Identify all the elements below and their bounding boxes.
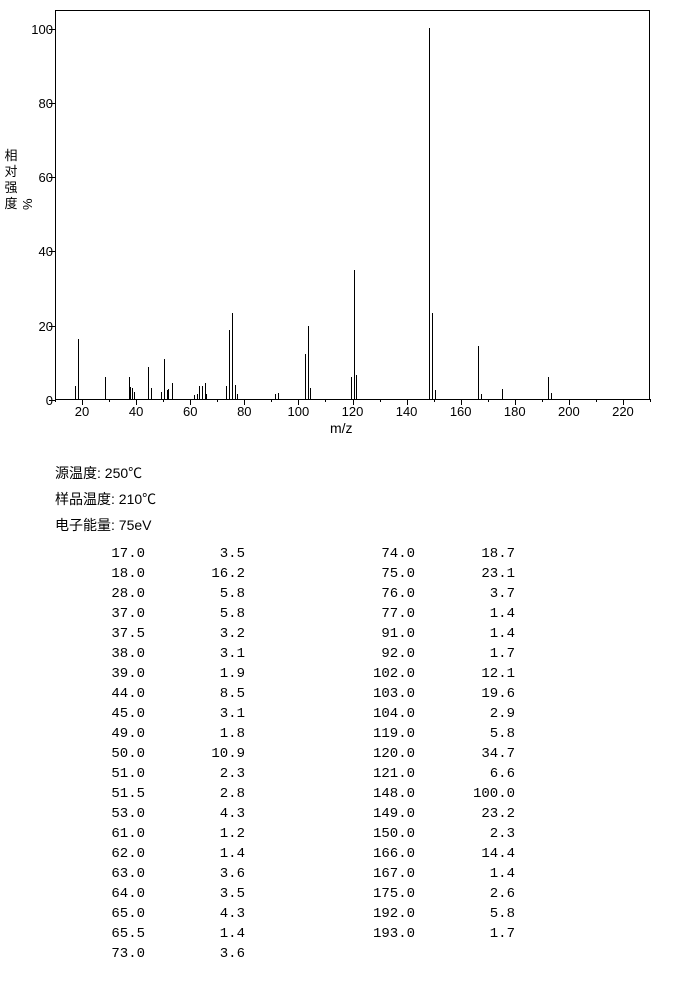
y-axis-label-cn: 相对强度 [4, 148, 18, 212]
intensity-column: 3.516.25.85.83.23.11.98.53.11.810.92.32.… [165, 544, 245, 964]
x-tick-mark [353, 399, 354, 405]
y-tick-mark [49, 326, 55, 327]
y-tick-mark [49, 29, 55, 30]
x-tick-minor [271, 399, 272, 402]
x-tick-label: 220 [608, 404, 638, 419]
x-tick-minor [596, 399, 597, 402]
x-tick-minor [163, 399, 164, 402]
x-tick-label: 200 [554, 404, 584, 419]
spectrum-peak [199, 386, 200, 399]
x-tick-minor [488, 399, 489, 402]
y-axis-label-en: % [20, 198, 35, 210]
x-tick-label: 100 [283, 404, 313, 419]
spectrum-peak [202, 386, 203, 399]
x-tick-mark [407, 399, 408, 405]
spectrum-peak [172, 383, 173, 399]
x-tick-mark [569, 399, 570, 405]
x-tick-minor [542, 399, 543, 402]
spectrum-peak [429, 28, 430, 399]
source-temp-value: 250℃ [105, 465, 142, 481]
mz-column: 74.075.076.077.091.092.0102.0103.0104.01… [325, 544, 415, 964]
spectrum-peak [235, 385, 236, 399]
spectrum-peak [551, 393, 552, 399]
x-axis-label: m/z [330, 420, 353, 436]
spectrum-peak [164, 359, 165, 399]
spectrum-chart: 相对强度 % m/z 02040608010020406080100120140… [0, 0, 680, 440]
x-tick-mark [244, 399, 245, 405]
spectrum-peak [432, 313, 433, 399]
x-tick-mark [298, 399, 299, 405]
x-tick-mark [136, 399, 137, 405]
x-tick-mark [461, 399, 462, 405]
x-tick-minor [434, 399, 435, 402]
spectrum-peak [478, 346, 479, 399]
x-tick-label: 180 [500, 404, 530, 419]
x-tick-label: 20 [67, 404, 97, 419]
sample-temp-value: 210℃ [119, 491, 156, 507]
x-tick-minor [55, 399, 56, 402]
spectrum-peak [351, 377, 352, 399]
x-tick-minor [325, 399, 326, 402]
spectrum-peak [226, 386, 227, 399]
spectrum-peak [151, 388, 152, 400]
x-tick-label: 60 [175, 404, 205, 419]
x-tick-minor [217, 399, 218, 402]
spectrum-peak [229, 330, 230, 399]
spectrum-peak [161, 392, 162, 399]
x-tick-label: 160 [446, 404, 476, 419]
electron-energy-label: 电子能量: [55, 517, 115, 533]
spectrum-peak [237, 394, 238, 399]
spectrum-peak [354, 270, 355, 399]
x-tick-minor [380, 399, 381, 402]
spectrum-peak [305, 354, 306, 399]
x-tick-mark [82, 399, 83, 405]
x-tick-label: 120 [338, 404, 368, 419]
spectrum-peak [206, 394, 207, 399]
source-temp-label: 源温度: [55, 465, 101, 481]
x-tick-minor [650, 399, 651, 402]
spectrum-peak [502, 389, 503, 399]
x-tick-mark [623, 399, 624, 405]
y-tick-mark [49, 177, 55, 178]
spectrum-peak [481, 394, 482, 399]
x-tick-mark [515, 399, 516, 405]
spectrum-peak [168, 389, 169, 399]
spectrum-peak [148, 367, 149, 399]
spectrum-peak [105, 377, 106, 399]
mz-column: 17.018.028.037.037.538.039.044.045.049.0… [55, 544, 145, 964]
spectrum-peak [194, 395, 195, 399]
spectrum-peak [197, 394, 198, 399]
spectrum-peak [232, 313, 233, 399]
peak-data-col2: 74.075.076.077.091.092.0102.0103.0104.01… [325, 544, 515, 964]
electron-energy-value: 75eV [119, 517, 152, 533]
spectrum-peak [310, 388, 311, 399]
spectrum-peak [275, 394, 276, 399]
source-temp-row: 源温度: 250℃ [55, 460, 680, 486]
spectrum-peak [308, 326, 309, 399]
y-tick-mark [49, 251, 55, 252]
spectrum-peak [435, 390, 436, 399]
electron-energy-row: 电子能量: 75eV [55, 512, 680, 538]
x-tick-label: 40 [121, 404, 151, 419]
spectrum-peak [132, 388, 133, 400]
peak-data-col1: 17.018.028.037.037.538.039.044.045.049.0… [55, 544, 245, 964]
spectrum-peak [356, 375, 357, 400]
x-tick-mark [190, 399, 191, 405]
metadata-block: 源温度: 250℃ 样品温度: 210℃ 电子能量: 75eV [55, 460, 680, 538]
y-tick-mark [49, 103, 55, 104]
peak-data-table: 17.018.028.037.037.538.039.044.045.049.0… [55, 544, 680, 964]
x-tick-label: 140 [392, 404, 422, 419]
spectrum-peak [75, 386, 76, 399]
spectrum-peak [278, 393, 279, 399]
x-tick-minor [109, 399, 110, 402]
spectrum-peak [134, 392, 135, 399]
sample-temp-label: 样品温度: [55, 491, 115, 507]
spectrum-peak [78, 339, 79, 399]
x-tick-label: 80 [229, 404, 259, 419]
sample-temp-row: 样品温度: 210℃ [55, 486, 680, 512]
intensity-column: 18.723.13.71.41.41.712.119.62.95.834.76.… [435, 544, 515, 964]
spectrum-peak [548, 377, 549, 399]
plot-area [55, 10, 650, 400]
